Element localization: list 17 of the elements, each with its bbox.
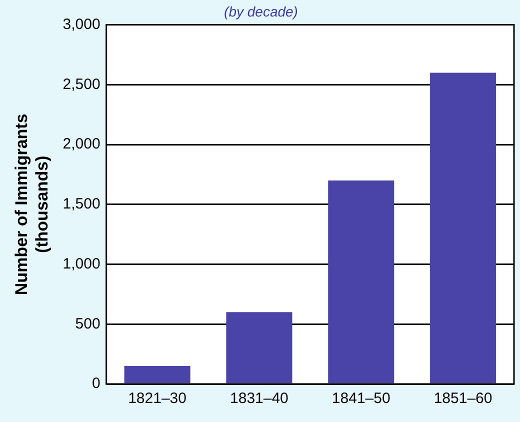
x-tick-label: 1851–60 [434,390,492,408]
y-tick-label: 0 [92,375,100,392]
bar [124,366,190,384]
y-tick-label: 3,000 [62,16,100,33]
y-tick-label: 2,000 [62,136,100,153]
chart-subtitle: (by decade) [224,3,298,20]
y-tick-label: 1,000 [62,255,100,272]
x-tick-label: 1821–30 [128,390,186,408]
y-tick-label: 1,500 [62,196,100,213]
x-tick-label: 1841–50 [332,390,390,408]
bar [328,180,394,384]
bar [430,72,496,384]
x-tick-label: 1831–40 [230,390,288,408]
bar [226,312,292,384]
y-tick-label: 500 [75,315,100,332]
y-tick-label: 2,500 [62,76,100,93]
y-axis-title: Number of Immigrants (thousands) [12,114,52,296]
